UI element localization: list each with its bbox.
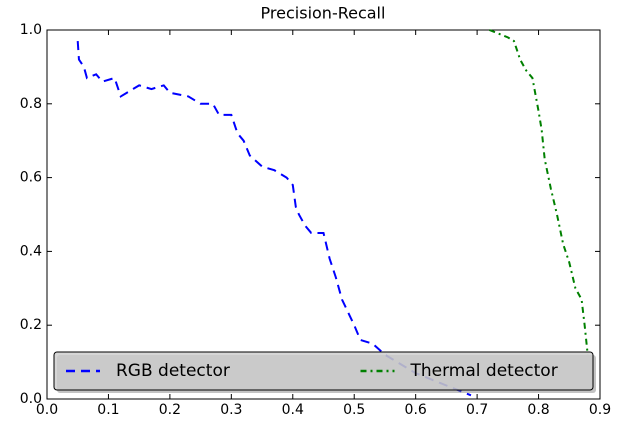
y-tick-label: 0.2 <box>20 317 42 333</box>
plot-frame <box>46 29 601 400</box>
legend: RGB detector Thermal detector <box>53 351 596 393</box>
y-tick-label: 1.0 <box>20 22 42 38</box>
x-tick-label: 0.2 <box>159 402 181 418</box>
legend-label: Thermal detector <box>410 361 558 381</box>
series-line <box>76 41 472 397</box>
x-tick-label: 0.6 <box>405 402 427 418</box>
y-tick-label: 0.0 <box>20 391 42 407</box>
x-tick-label: 0.4 <box>282 402 304 418</box>
series-line <box>489 29 589 355</box>
y-tick-label: 0.8 <box>20 96 42 112</box>
x-tick-label: 0.5 <box>343 402 365 418</box>
x-tick-label: 0.1 <box>97 402 119 418</box>
y-tick-label: 0.4 <box>20 243 42 259</box>
x-tick-label: 0.7 <box>466 402 488 418</box>
legend-box <box>53 351 594 391</box>
x-tick-label: 0.0 <box>36 402 58 418</box>
y-tick-label: 0.6 <box>20 170 42 186</box>
x-tick-label: 0.3 <box>220 402 242 418</box>
x-tick-label: 0.8 <box>527 402 549 418</box>
legend-label: RGB detector <box>116 361 230 381</box>
x-tick-label: 0.9 <box>589 402 611 418</box>
chart-title: Precision-Recall <box>261 4 386 23</box>
